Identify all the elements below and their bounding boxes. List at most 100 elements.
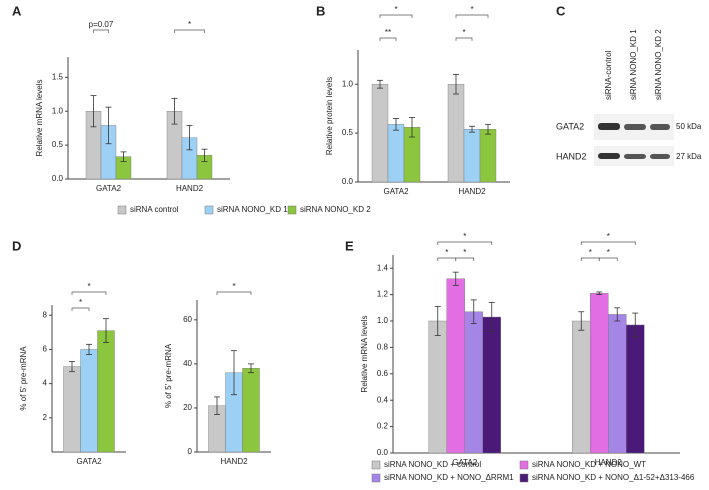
y-tick-label: 0.4 <box>377 395 389 404</box>
panel-label: A <box>12 3 22 18</box>
y-tick-label: 0.0 <box>52 174 64 183</box>
y-axis-label: Relative mRNA levels <box>360 316 369 393</box>
error-bar <box>248 363 254 374</box>
blot-size: 27 kDa <box>676 152 702 161</box>
significance-label: * <box>232 282 235 291</box>
significance-label: * <box>462 28 465 37</box>
error-bar <box>201 148 208 162</box>
error-bar <box>186 125 193 151</box>
bar <box>97 330 115 453</box>
significance-bracket <box>93 29 109 33</box>
legend-swatch <box>117 205 127 215</box>
significance-bracket <box>379 14 413 18</box>
bar <box>463 128 481 183</box>
error-bar <box>614 307 621 322</box>
y-tick-label: 0.0 <box>342 177 354 186</box>
legend-label: siRNA NONO_KD + NONO_WT <box>532 460 646 469</box>
y-tick-label: 0.5 <box>52 140 64 149</box>
significance-bracket <box>379 37 397 41</box>
significance-label: * <box>607 248 610 257</box>
bar <box>482 316 501 454</box>
bar <box>626 324 645 454</box>
significance-bracket <box>455 14 489 18</box>
legend-swatch <box>371 473 381 483</box>
y-axis-label: Relative protein levels <box>325 77 334 155</box>
legend-swatch <box>287 205 297 215</box>
significance-bracket <box>71 291 107 295</box>
error-bar <box>453 74 459 95</box>
bar <box>447 84 465 183</box>
x-tick-label: HAND2 <box>595 458 623 467</box>
significance-label: * <box>445 248 448 257</box>
significance-bracket <box>580 257 600 261</box>
band <box>650 154 670 159</box>
y-axis-label: % of 5' pre-mRNA <box>19 346 28 411</box>
error-bar <box>377 79 383 89</box>
y-tick-label: 2 <box>43 413 48 422</box>
y-tick-label: 0.2 <box>377 422 389 431</box>
legend-label: siRNA NONO_KD + NONO_ΔRRM1 <box>384 473 514 482</box>
significance-label: ** <box>385 28 391 37</box>
panel-label: C <box>556 3 566 18</box>
error-bar <box>409 117 415 138</box>
significance-label: * <box>87 282 90 291</box>
significance-label: * <box>463 248 466 257</box>
x-tick-label: GATA2 <box>96 184 122 193</box>
western-blot: siRNA-control siRNA NONO_KD 1 siRNA NONO… <box>556 29 702 166</box>
error-bar <box>171 97 178 125</box>
legend-label: siRNA NONO_KD + NONO_Δ1-52+Δ313-466 <box>532 473 695 482</box>
error-bar <box>69 361 75 373</box>
significance-bracket <box>580 241 636 245</box>
legend-label: siRNA NONO_KD + control <box>384 460 481 469</box>
blot-protein: HAND2 <box>556 151 587 161</box>
x-tick-label: GATA2 <box>383 187 409 196</box>
y-tick-label: 8 <box>43 310 48 319</box>
y-tick-label: 4 <box>43 379 48 388</box>
error-bar <box>214 396 220 415</box>
bar <box>387 124 405 183</box>
y-tick-label: 1.0 <box>342 79 354 88</box>
y-tick-label: 0.6 <box>377 369 389 378</box>
band <box>650 124 670 130</box>
significance-label: * <box>589 248 592 257</box>
significance-bracket <box>216 291 252 295</box>
significance-label: p=0.07 <box>89 20 114 29</box>
significance-bracket <box>598 257 618 261</box>
legend-label: siRNA NONO_KD 1 <box>217 205 288 214</box>
lane-label: siRNA NONO_KD 2 <box>654 29 663 100</box>
bar <box>371 84 389 183</box>
bar <box>242 368 260 453</box>
legend-swatch <box>204 205 214 215</box>
error-bar <box>452 271 459 286</box>
legend-label: siRNA NONO_KD 2 <box>300 205 371 214</box>
y-tick-label: 60 <box>183 315 192 324</box>
bar <box>479 128 497 183</box>
y-tick-label: 0.5 <box>342 128 354 137</box>
error-bar <box>488 302 495 332</box>
bar <box>608 314 627 454</box>
bar <box>572 320 591 454</box>
y-axis-label: Relative mRNA levels <box>35 80 44 157</box>
panel-label: B <box>316 3 325 18</box>
y-tick-label: 6 <box>43 345 48 354</box>
y-tick-label: 40 <box>183 359 192 368</box>
error-bar <box>105 106 112 145</box>
significance-label: * <box>394 5 397 14</box>
error-bar <box>469 125 475 133</box>
y-tick-label: 1.0 <box>52 106 64 115</box>
y-tick-label: 1.0 <box>377 316 389 325</box>
y-tick-label: 0.8 <box>377 343 389 352</box>
y-tick-label: 20 <box>183 403 192 412</box>
error-bar <box>103 318 109 344</box>
significance-label: * <box>188 20 191 29</box>
y-tick-label: 0.0 <box>377 448 389 457</box>
error-bar <box>434 306 441 336</box>
bar <box>590 293 609 454</box>
y-tick-label: 1.2 <box>377 290 389 299</box>
error-bar <box>470 299 477 325</box>
error-bar <box>120 151 127 162</box>
lane-label: siRNA-control <box>604 50 613 100</box>
bar <box>428 320 447 454</box>
error-bar <box>632 312 639 338</box>
